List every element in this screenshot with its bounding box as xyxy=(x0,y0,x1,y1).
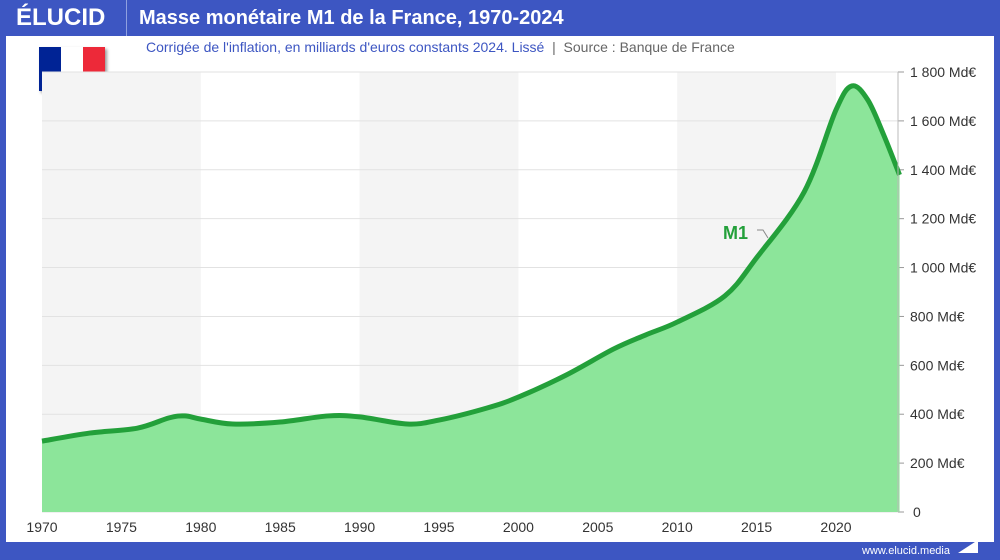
x-tick-label: 2010 xyxy=(662,519,693,535)
subtitle-text: Corrigée de l'inflation, en milliards d'… xyxy=(146,39,545,55)
label-leader xyxy=(757,229,769,239)
y-tick-label: 1 000 Md€ xyxy=(910,260,976,276)
page-title: Masse monétaire M1 de la France, 1970-20… xyxy=(139,6,564,29)
x-tick-label: 1985 xyxy=(265,519,296,535)
source: Source : Banque de France xyxy=(563,39,735,55)
series-label: M1 xyxy=(723,223,748,243)
y-tick-label: 1 600 Md€ xyxy=(910,113,976,129)
y-tick-label: 1 400 Md€ xyxy=(910,162,976,178)
y-tick-label: 0 xyxy=(913,504,921,520)
header: ÉLUCID Masse monétaire M1 de la France, … xyxy=(0,0,1000,36)
x-tick-label: 2005 xyxy=(582,519,613,535)
subtitle: Corrigée de l'inflation, en milliards d'… xyxy=(146,39,735,55)
divider xyxy=(126,0,127,36)
x-tick-label: 2000 xyxy=(503,519,534,535)
y-tick-label: 200 Md€ xyxy=(910,455,965,471)
x-tick-label: 1980 xyxy=(185,519,216,535)
y-tick-label: 1 800 Md€ xyxy=(910,64,976,80)
series-line-m1 xyxy=(41,83,902,444)
logo-mark-icon xyxy=(958,540,978,553)
footer-url[interactable]: www.elucid.media xyxy=(861,545,950,557)
y-tick-label: 600 Md€ xyxy=(910,357,965,373)
logo: ÉLUCID xyxy=(16,4,106,31)
y-tick-label: 800 Md€ xyxy=(910,308,965,324)
x-tick-label: 1995 xyxy=(423,519,454,535)
subtitle-separator: | xyxy=(552,39,556,55)
x-tick-label: 1990 xyxy=(344,519,375,535)
series-area xyxy=(42,85,900,513)
x-tick-label: 1975 xyxy=(106,519,137,535)
x-tick-label: 1970 xyxy=(26,519,57,535)
y-tick-label: 400 Md€ xyxy=(910,406,965,422)
x-tick-label: 2020 xyxy=(820,519,851,535)
y-tick-label: 1 200 Md€ xyxy=(910,211,976,227)
x-tick-label: 2015 xyxy=(741,519,772,535)
